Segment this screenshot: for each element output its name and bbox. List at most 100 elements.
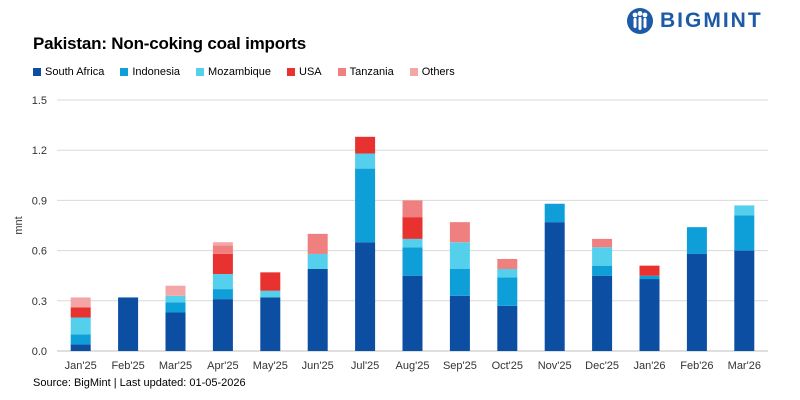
bar-segment-mozambique — [497, 269, 518, 278]
bar-segment-mozambique — [355, 153, 376, 169]
bar-segment-south-africa — [544, 222, 565, 351]
bar-segment-tanzania — [212, 245, 233, 254]
bar-segment-others — [212, 242, 233, 246]
bar-segment-mozambique — [260, 290, 281, 298]
bar-segment-indonesia — [449, 269, 470, 296]
bar-segment-others — [70, 297, 91, 308]
legend-item-tanzania: Tanzania — [337, 66, 394, 78]
legend-item-mozambique: Mozambique — [196, 66, 271, 78]
chart-legend: South Africa Indonesia Mozambique USA Tanzan… — [33, 66, 471, 78]
bar-segment-tanzania — [497, 258, 518, 270]
legend-swatch — [287, 68, 296, 76]
bar-segment-usa — [355, 136, 376, 154]
bar-segment-indonesia — [544, 203, 565, 223]
bar-segment-indonesia — [497, 277, 518, 306]
legend-swatch — [120, 68, 129, 76]
y-tick-label: 1.2 — [32, 145, 47, 157]
bar-segment-south-africa — [449, 295, 470, 351]
bar-segment-south-africa — [402, 275, 423, 351]
x-tick-label: Jan'26 — [633, 360, 665, 372]
y-tick-label: 0.0 — [32, 346, 47, 358]
legend-label: USA — [299, 66, 322, 78]
bar-segment-mozambique — [165, 295, 186, 303]
bar-segment-south-africa — [260, 297, 281, 351]
y-tick-label: 1.5 — [32, 95, 47, 107]
bar-segment-tanzania — [592, 238, 613, 248]
legend-label: Tanzania — [349, 66, 394, 78]
bar-segment-indonesia — [639, 275, 660, 280]
x-tick-label: Feb'25 — [111, 360, 144, 372]
brand-name: BIGMINT — [660, 9, 763, 32]
bar-segment-indonesia — [70, 334, 91, 345]
bar-segment-mozambique — [212, 274, 233, 290]
bar-segment-indonesia — [355, 168, 376, 243]
bar-segment-south-africa — [686, 253, 707, 351]
bar-segment-indonesia — [592, 265, 613, 276]
x-tick-label: May'25 — [253, 360, 288, 372]
bar-segment-indonesia — [686, 227, 707, 254]
bar-segment-usa — [70, 307, 91, 318]
legend-item-usa: USA — [287, 66, 322, 78]
legend-label: Indonesia — [132, 66, 181, 78]
x-tick-label: Oct'25 — [492, 360, 523, 372]
legend-swatch — [196, 68, 205, 76]
legend-swatch — [33, 68, 41, 76]
bar-segment-mozambique — [307, 253, 328, 270]
bar-segment-usa — [260, 272, 281, 291]
y-tick-label: 0.3 — [32, 296, 47, 308]
bigmint-logo-icon — [627, 8, 653, 34]
bar-segment-mozambique — [734, 205, 755, 216]
x-tick-label: Feb'26 — [680, 360, 713, 372]
x-tick-label: Mar'26 — [728, 360, 761, 372]
bar-segment-tanzania — [449, 222, 470, 243]
bar-segment-south-africa — [212, 299, 233, 351]
y-axis-label: mnt — [13, 216, 25, 234]
bar-segment-south-africa — [497, 305, 518, 351]
bar-segment-usa — [639, 265, 660, 276]
bar-segment-mozambique — [402, 238, 423, 248]
bar-segment-south-africa — [307, 269, 328, 351]
bar-segment-tanzania — [307, 233, 328, 254]
bar-segment-indonesia — [212, 289, 233, 300]
legend-label: Mozambique — [208, 66, 272, 78]
legend-swatch — [337, 68, 346, 76]
bar-segment-usa — [212, 253, 233, 275]
x-tick-label: Dec'25 — [585, 360, 619, 372]
source-note: Source: BigMint | Last updated: 01-05-20… — [33, 377, 246, 389]
bar-segment-south-africa — [118, 297, 139, 351]
x-tick-label: Sep'25 — [443, 360, 477, 372]
x-tick-label: Mar'25 — [159, 360, 192, 372]
x-tick-label: Aug'25 — [396, 360, 430, 372]
bar-segment-south-africa — [165, 312, 186, 351]
bar-segment-tanzania — [402, 200, 423, 218]
x-tick-label: Jun'25 — [302, 360, 334, 372]
x-tick-label: Jul'25 — [351, 360, 379, 372]
bar-segment-mozambique — [449, 242, 470, 270]
legend-swatch — [409, 68, 418, 76]
legend-item-others: Others — [409, 66, 455, 78]
bar-segment-south-africa — [734, 250, 755, 351]
bar-segment-mozambique — [592, 247, 613, 266]
x-tick-label: Apr'25 — [207, 360, 238, 372]
chart-title: Pakistan: Non-coking coal imports — [33, 34, 307, 53]
legend-label: Others — [421, 66, 455, 78]
bar-segment-indonesia — [165, 302, 186, 313]
bar-segment-south-africa — [592, 275, 613, 351]
legend-label: South Africa — [45, 66, 105, 78]
x-tick-label: Jan'25 — [65, 360, 97, 372]
bar-segment-mozambique — [70, 317, 91, 335]
bar-segment-south-africa — [70, 344, 91, 351]
bar-segment-others — [165, 285, 186, 296]
bar-segment-indonesia — [402, 247, 423, 276]
y-tick-label: 0.6 — [32, 246, 47, 258]
legend-item-south-africa: South Africa — [33, 66, 104, 78]
bar-segment-indonesia — [734, 215, 755, 251]
y-tick-label: 0.9 — [32, 195, 47, 207]
bar-segment-usa — [402, 217, 423, 239]
bar-segment-south-africa — [639, 279, 660, 351]
legend-item-indonesia: Indonesia — [120, 66, 180, 78]
bar-segment-south-africa — [355, 242, 376, 351]
x-tick-label: Nov'25 — [538, 360, 572, 372]
brand-logo: BIGMINT — [626, 7, 763, 35]
